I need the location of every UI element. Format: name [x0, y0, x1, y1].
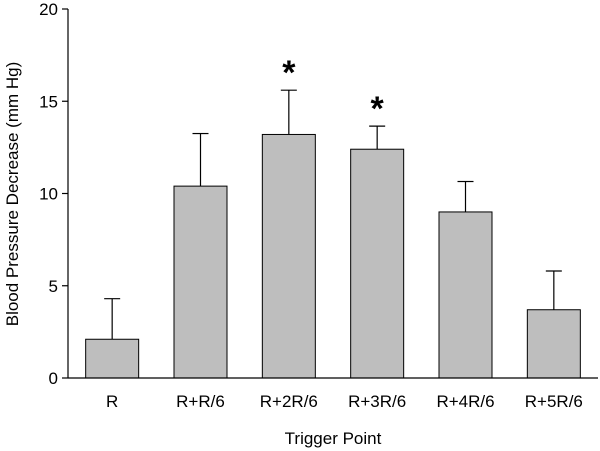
- axes-layer: [67, 9, 598, 379]
- x-tick-label-6: R+5R/6: [525, 392, 583, 411]
- x-tick-label-3: R+2R/6: [260, 392, 318, 411]
- x-axis-title: Trigger Point: [285, 429, 382, 448]
- bar-1: [85, 338, 140, 379]
- bars-layer: [85, 133, 581, 379]
- x-tick-label-2: R+R/6: [176, 392, 225, 411]
- bar-6: [526, 309, 581, 379]
- bar-3: [261, 133, 316, 379]
- significance-mark-4: *: [371, 90, 385, 128]
- significance-layer: **: [282, 54, 384, 128]
- x-tick-label-5: R+4R/6: [436, 392, 494, 411]
- y-tick-label-1: 0: [49, 369, 58, 388]
- bar-2: [173, 185, 228, 379]
- y-tick-label-2: 5: [49, 277, 58, 296]
- y-ticks-layer: 0 5 10 15 20: [39, 0, 68, 388]
- x-tick-label-4: R+3R/6: [348, 392, 406, 411]
- bar-5: [438, 211, 493, 379]
- bar-4: [350, 148, 405, 379]
- y-tick-label-5: 20: [39, 0, 58, 19]
- y-tick-label-3: 10: [39, 185, 58, 204]
- y-axis-title: Blood Pressure Decrease (mm Hg): [3, 62, 22, 327]
- y-tick-label-4: 15: [39, 92, 58, 111]
- x-ticks-layer: R R+R/6 R+2R/6 R+3R/6 R+4R/6 R+5R/6: [106, 392, 583, 411]
- error-bars-layer: [104, 89, 562, 340]
- x-tick-label-1: R: [106, 392, 118, 411]
- significance-mark-3: *: [282, 54, 296, 92]
